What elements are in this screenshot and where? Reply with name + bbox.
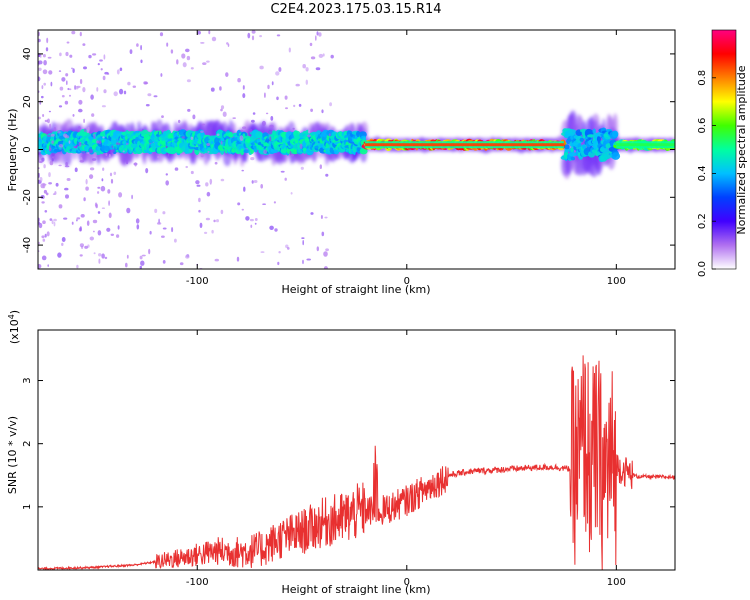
colorbar-gradient (712, 30, 736, 269)
colorbar-tick-label: 0.2 (697, 213, 708, 229)
spectrogram-x-tick-label: 0 (404, 276, 410, 287)
spectrogram-image (38, 30, 675, 269)
figure-title: C2E4.2023.175.03.15.R14 (270, 2, 441, 17)
snr-y-multiplier: (x104) (7, 310, 21, 344)
colorbar-tick-label: 0.4 (697, 165, 708, 181)
spectrogram-y-tick-label: -40 (22, 237, 33, 253)
snr-series-line (38, 355, 675, 570)
spectrogram-x-tick-label: 100 (607, 276, 626, 287)
snr-x-label: Height of straight line (km) (281, 583, 430, 596)
snr-y-tick-label: 2 (22, 440, 33, 446)
spectrogram-x-ticks: -100 0 100 (186, 30, 626, 287)
spectrogram-x-tick-label: -100 (186, 276, 209, 287)
spectrogram-y-tick-label: 0 (22, 146, 33, 152)
spectrogram-y-tick-label: 20 (22, 95, 33, 108)
colorbar-label: Normalized spectral amplitude (735, 65, 748, 234)
snr-frame (37, 329, 676, 571)
spectrogram-y-ticks: -40 -20 0 20 40 (22, 48, 675, 253)
snr-x-ticks: -100 0 100 (186, 330, 626, 588)
snr-x-tick-label: -100 (186, 577, 209, 588)
snr-panel: 1 2 3 -100 0 100 Height of straight line (km… (6, 310, 676, 596)
colorbar-tick-label: 0.0 (697, 261, 708, 277)
spectrogram-x-label: Height of straight line (km) (281, 283, 430, 296)
colorbar-ticks: 0.0 0.2 0.4 0.6 0.8 (697, 70, 716, 277)
spectrogram-y-tick-label: 40 (22, 48, 33, 61)
colorbar-frame (711, 29, 737, 270)
colorbar: 0.0 0.2 0.4 0.6 0.8 Normalized spectral ampl… (697, 29, 748, 277)
colorbar-tick-label: 0.8 (697, 70, 708, 86)
spectrogram-y-tick-label: -20 (22, 189, 33, 205)
spectrogram-panel: -40 -20 0 20 40 -100 0 100 Height of straight … (6, 29, 676, 296)
snr-y-tick-label: 1 (22, 504, 33, 510)
snr-x-tick-label: 0 (404, 577, 410, 588)
snr-y-tick-label: 3 (22, 377, 33, 383)
spectrogram-y-label: Frequency (Hz) (6, 109, 19, 192)
snr-y-ticks: 1 2 3 (22, 377, 675, 510)
snr-y-label: SNR (10 * v/v) (6, 416, 19, 494)
colorbar-tick-label: 0.6 (697, 118, 708, 134)
snr-x-tick-label: 100 (607, 577, 626, 588)
